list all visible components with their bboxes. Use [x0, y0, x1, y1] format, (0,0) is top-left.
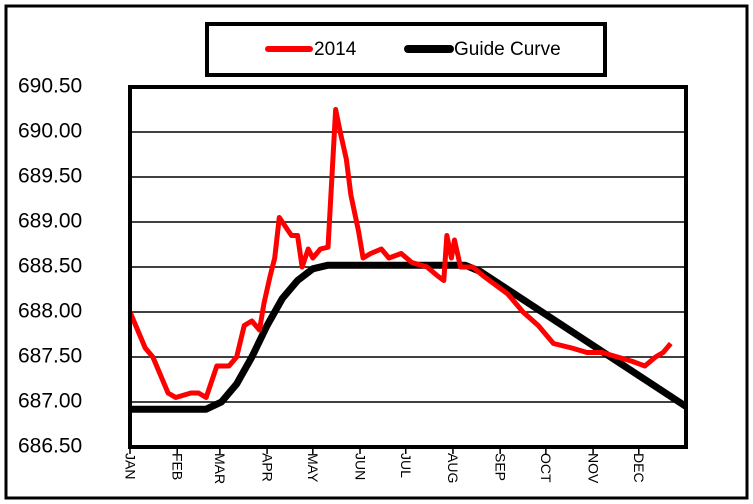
x-tick-label: JUN	[352, 453, 368, 480]
x-tick-label: FEB	[170, 453, 186, 480]
y-tick-label: 690.00	[18, 120, 82, 143]
legend-label: Guide Curve	[454, 39, 561, 60]
plot-border	[128, 85, 688, 449]
chart-border	[4, 4, 749, 500]
x-tick-label: DEC	[631, 453, 647, 483]
x-tick-label: MAR	[212, 453, 228, 484]
x-tick-label: NOV	[585, 453, 601, 484]
y-tick-label: 688.00	[18, 300, 82, 323]
y-tick-label: 688.50	[18, 255, 82, 278]
y-tick-label: 687.50	[18, 345, 82, 368]
x-tick-label: MAY	[305, 453, 321, 483]
x-tick-label: SEP	[492, 453, 508, 481]
series-line	[130, 261, 688, 413]
y-tick-label: 687.00	[18, 390, 82, 413]
x-tick-label: APR	[259, 453, 275, 482]
y-tick-label: 690.50	[18, 75, 82, 98]
y-tick-label: 686.50	[18, 435, 82, 458]
y-tick-label: 689.00	[18, 210, 82, 233]
y-tick-label: 689.50	[18, 165, 82, 188]
x-tick-label: OCT	[538, 453, 554, 483]
x-tick-label: JUL	[398, 453, 414, 478]
series-line	[127, 107, 673, 400]
x-tick-label: AUG	[445, 453, 461, 483]
legend-label: 2014	[314, 39, 357, 60]
x-tick-label: JAN	[122, 453, 138, 479]
